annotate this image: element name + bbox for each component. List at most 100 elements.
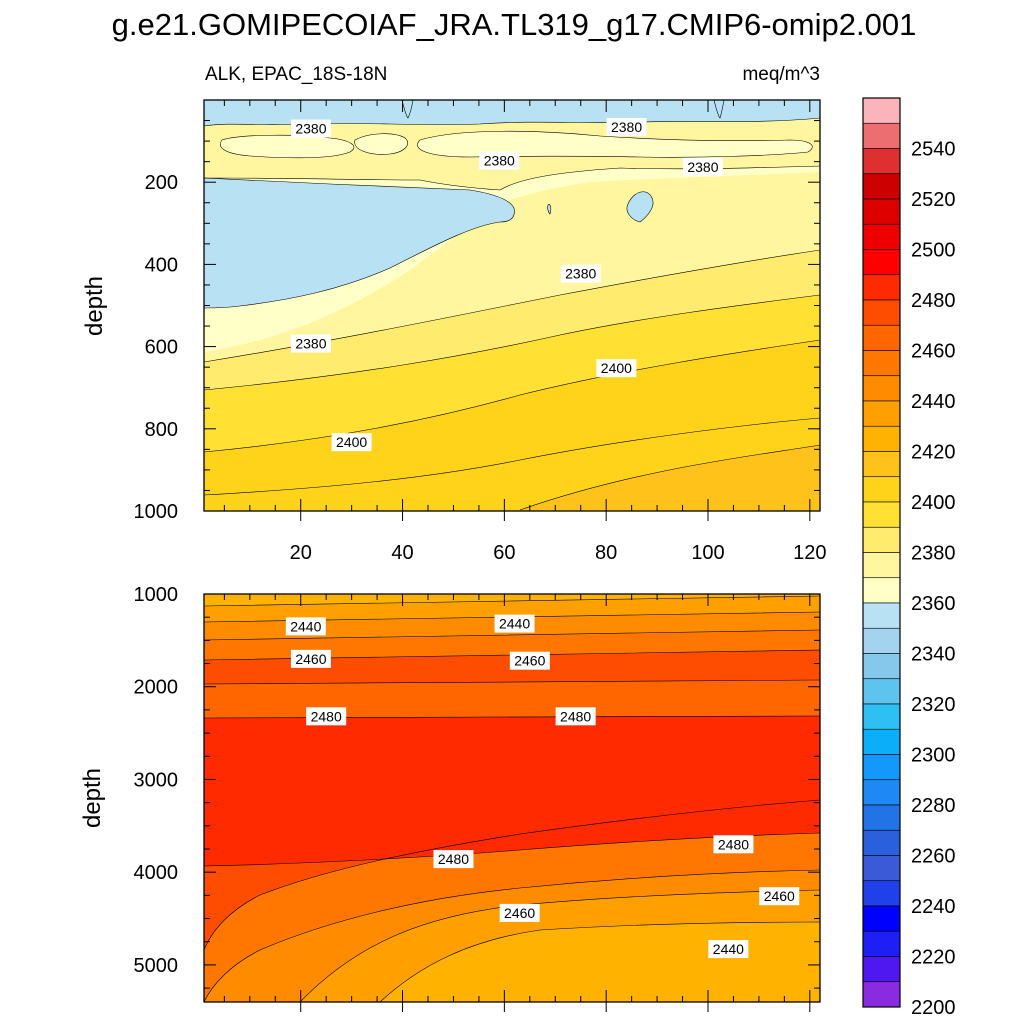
contour-label-background xyxy=(290,334,331,353)
colorbar-box xyxy=(862,122,901,149)
contour-label-background xyxy=(290,119,331,138)
colorbar-box xyxy=(862,501,901,528)
colorbar-box xyxy=(862,804,901,831)
upper-x-tick-label: 120 xyxy=(793,542,826,564)
contour-label-background xyxy=(509,651,550,670)
lower-contour-label: 2440 xyxy=(285,617,326,636)
colorbar-box xyxy=(862,148,901,175)
colorbar-label: 2280 xyxy=(911,795,956,817)
colorbar-label: 2300 xyxy=(911,745,956,767)
lower-y-tick-label: 4000 xyxy=(134,862,179,884)
colorbar-label: 2400 xyxy=(911,492,956,514)
upper-contour-label: 2380 xyxy=(290,334,331,353)
lower-x-axis xyxy=(223,594,811,1012)
contour-label-text: 2400 xyxy=(601,360,632,376)
fill-band-2430-top-lower xyxy=(204,594,820,606)
colorbar-box xyxy=(862,526,901,553)
upper-contour-label: 2380 xyxy=(682,157,723,176)
contour-label-text: 2480 xyxy=(311,708,342,724)
contour-label-background xyxy=(560,264,601,283)
colorbar-box xyxy=(862,552,901,579)
colorbar-box xyxy=(862,274,901,301)
lower-panel xyxy=(204,594,820,1002)
inner-contour-b xyxy=(354,133,409,155)
colorbar-box xyxy=(862,249,901,276)
contour-label-background xyxy=(713,835,754,854)
contour-label-text: 2480 xyxy=(560,708,591,724)
blue-near-surface-band xyxy=(204,100,820,127)
colorbar-label: 2420 xyxy=(911,442,956,464)
contour-label-text: 2480 xyxy=(718,836,749,852)
blue-blob-small xyxy=(626,191,654,223)
colorbar-box xyxy=(862,223,901,250)
lower-contour-label: 2460 xyxy=(509,651,550,670)
lower-contour-label: 2480 xyxy=(306,707,347,726)
colorbar-label: 2320 xyxy=(911,694,956,716)
contour-label-text: 2400 xyxy=(336,434,367,450)
colorbar-box xyxy=(862,97,901,124)
upper-x-tick-label: 20 xyxy=(290,542,312,564)
colorbar-label: 2440 xyxy=(911,391,956,413)
lower-contour-label: 2460 xyxy=(759,887,800,906)
colorbar-box xyxy=(862,400,901,427)
right-subtitle: meq/m^3 xyxy=(742,64,820,85)
colorbar-box xyxy=(862,324,901,351)
upper-y-tick-label: 200 xyxy=(145,172,178,194)
contour-label-background xyxy=(759,887,800,906)
colorbar-box xyxy=(862,627,901,654)
contour-label-background xyxy=(682,157,723,176)
blue-intrusion-1 xyxy=(401,100,414,119)
colorbar-box xyxy=(862,425,901,452)
contour-label-text: 2440 xyxy=(713,941,744,957)
contour-label-text: 2440 xyxy=(290,618,321,634)
lower-contour-label: 2440 xyxy=(708,940,749,959)
fill-band-2480-lower xyxy=(204,716,820,866)
contour-label-text: 2380 xyxy=(295,121,326,137)
contour-label-background xyxy=(494,614,535,633)
colorbar-box xyxy=(862,880,901,907)
lower-y-tick-label: 1000 xyxy=(134,584,179,606)
colorbar-frame xyxy=(862,97,901,1008)
contour-line-lower-e xyxy=(204,679,820,685)
lower-contour-label: 2480 xyxy=(713,835,754,854)
upper-contour-label: 2380 xyxy=(606,117,647,136)
inner-contour-a xyxy=(220,134,355,159)
colorbar-label: 2220 xyxy=(911,947,956,969)
colorbar-box xyxy=(862,678,901,705)
upper-y-tick-label: 800 xyxy=(145,419,178,441)
colorbar-box xyxy=(862,956,901,983)
colorbar: 2540 2520 2500 2480 2460 2440 2420 2400 2380 2360… xyxy=(862,97,956,1019)
lower-contour-label: 2440 xyxy=(494,614,535,633)
colorbar-label: 2360 xyxy=(911,593,956,615)
colorbar-box xyxy=(862,905,901,932)
contour-label-background xyxy=(555,707,596,726)
contour-label-text: 2380 xyxy=(565,266,596,282)
contour-label-background xyxy=(606,117,647,136)
lower-contour-label: 2460 xyxy=(499,903,540,922)
colorbar-label: 2260 xyxy=(911,846,956,868)
colorbar-box xyxy=(862,198,901,225)
upper-contour-label: 2380 xyxy=(479,151,520,170)
colorbar-box xyxy=(862,577,901,604)
contour-label-text: 2480 xyxy=(438,851,469,867)
colorbar-box xyxy=(862,350,901,377)
contour-label-background xyxy=(433,850,474,869)
upper-y-axis: 200 400 600 800 1000 xyxy=(134,99,820,523)
colorbar-label: 2200 xyxy=(911,997,956,1019)
upper-contour-label: 2400 xyxy=(331,433,372,452)
contour-label-text: 2380 xyxy=(611,119,642,135)
colorbar-box xyxy=(862,930,901,957)
upper-y-tick-label: 400 xyxy=(145,254,178,276)
colorbar-box xyxy=(862,754,901,781)
blue-intrusion-2 xyxy=(713,100,725,119)
contour-label-text: 2460 xyxy=(514,653,545,669)
upper-contour-labels: 2380 2380 2380 2380 2380 2380 2400 2400 xyxy=(290,117,723,452)
colorbar-box xyxy=(862,173,901,200)
contour-label-text: 2460 xyxy=(295,651,326,667)
upper-y-tick-label: 600 xyxy=(145,337,178,359)
contour-label-text: 2460 xyxy=(764,888,795,904)
contour-label-background xyxy=(331,433,372,452)
contour-label-background xyxy=(285,617,326,636)
colorbar-box xyxy=(862,981,901,1008)
lower-y-tick-label: 2000 xyxy=(134,677,179,699)
